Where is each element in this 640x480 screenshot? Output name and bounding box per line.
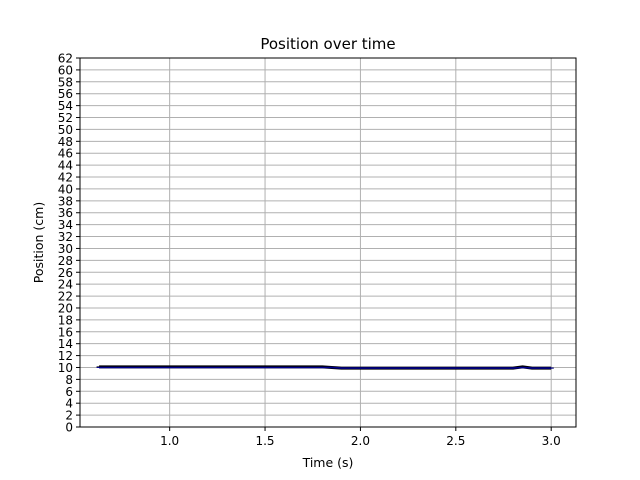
y-tick-label: 2 [65,409,73,423]
y-tick-label: 10 [58,361,73,375]
y-tick-label: 28 [58,254,73,268]
y-tick-label: 48 [58,135,73,149]
x-tick-label: 2.5 [446,434,465,448]
y-tick-label: 56 [58,87,73,101]
y-tick-label: 0 [65,421,73,435]
chart-title: Position over time [260,35,395,53]
y-tick-label: 14 [58,337,73,351]
x-tick-label: 3.0 [542,434,561,448]
series-layer [96,365,554,370]
y-tick-label: 18 [58,313,73,327]
y-tick-label: 44 [58,159,73,173]
x-tick-label: 1.5 [255,434,274,448]
y-tick-label: 54 [58,99,73,113]
y-tick-label: 6 [65,385,73,399]
plot-frame [79,57,577,428]
y-axis-label: Position (cm) [31,202,46,283]
y-tick-label: 24 [58,278,73,292]
x-axis-label: Time (s) [302,455,354,470]
y-tick-label: 38 [58,194,73,208]
y-tick-label: 4 [65,397,73,411]
y-tick-label: 42 [58,171,73,185]
y-tick-label: 20 [58,301,73,315]
y-axis: 0246810121416182022242628303234363840424… [58,52,80,435]
x-tick-label: 2.0 [351,434,370,448]
x-tick-label: 1.0 [160,434,179,448]
y-tick-label: 50 [58,123,73,137]
x-axis: 1.0 1.5 2.0 2.5 3.0 [160,427,561,448]
y-tick-label: 40 [58,182,73,196]
y-tick-label: 62 [58,52,73,66]
y-tick-label: 60 [58,63,73,77]
y-tick-label: 8 [65,373,73,387]
series-line-2 [99,366,552,369]
y-tick-label: 30 [58,242,73,256]
y-tick-label: 22 [58,290,73,304]
y-tick-label: 12 [58,349,73,363]
y-tick-label: 32 [58,230,73,244]
y-tick-label: 34 [58,218,73,232]
y-tick-label: 26 [58,266,73,280]
y-tick-label: 52 [58,111,73,125]
y-tick-label: 46 [58,147,73,161]
y-tick-label: 36 [58,206,73,220]
y-tick-label: 58 [58,75,73,89]
y-tick-label: 16 [58,325,73,339]
